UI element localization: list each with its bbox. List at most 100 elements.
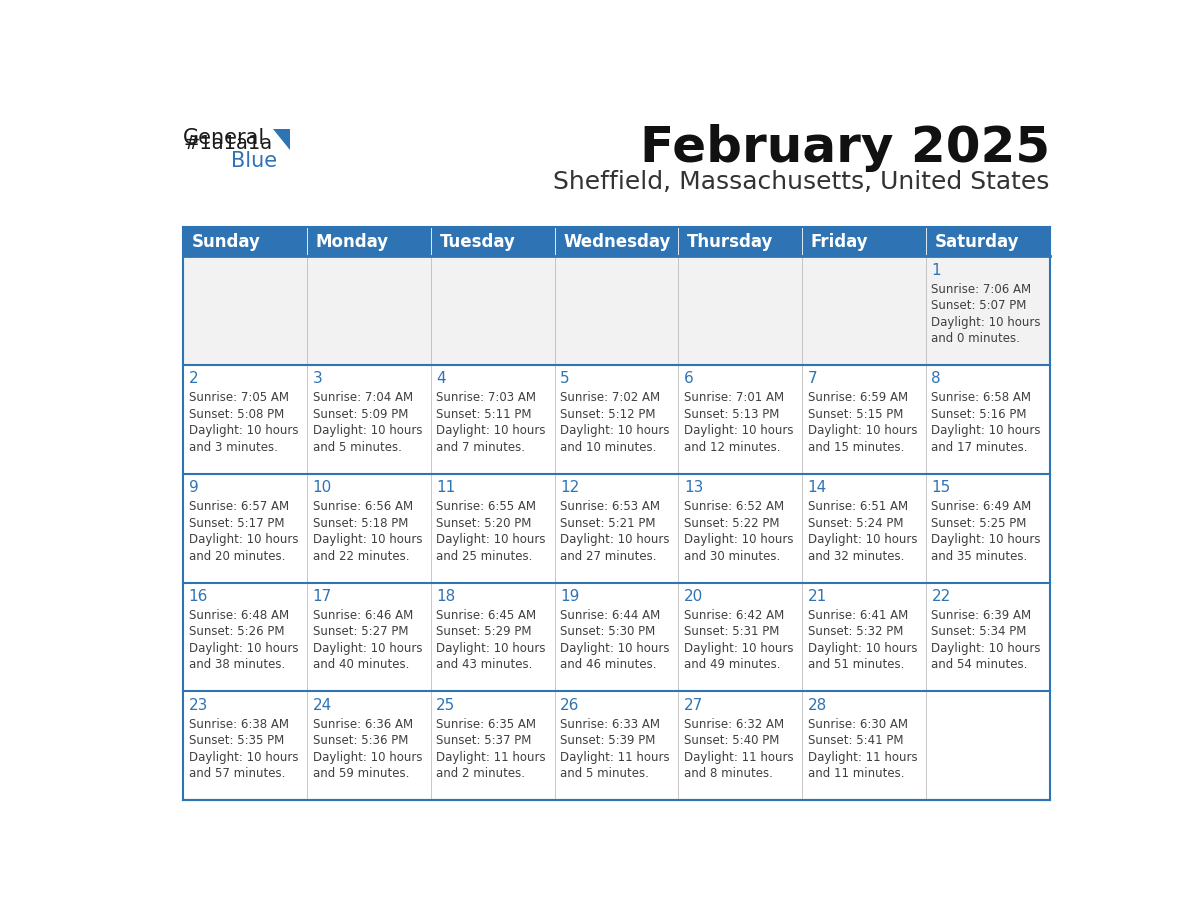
- Text: Sunrise: 7:01 AM
Sunset: 5:13 PM
Daylight: 10 hours
and 12 minutes.: Sunrise: 7:01 AM Sunset: 5:13 PM Dayligh…: [684, 391, 794, 453]
- Text: 2: 2: [189, 372, 198, 386]
- Text: 16: 16: [189, 588, 208, 604]
- Bar: [431, 691, 555, 800]
- Text: 20: 20: [684, 588, 703, 604]
- Bar: [927, 474, 1050, 583]
- Text: 18: 18: [436, 588, 456, 604]
- Text: Sunrise: 6:52 AM
Sunset: 5:22 PM
Daylight: 10 hours
and 30 minutes.: Sunrise: 6:52 AM Sunset: 5:22 PM Dayligh…: [684, 500, 794, 563]
- Text: 19: 19: [560, 588, 580, 604]
- Bar: [308, 583, 431, 691]
- Bar: [678, 583, 802, 691]
- Text: 25: 25: [436, 698, 456, 712]
- Text: 11: 11: [436, 480, 456, 495]
- Text: 21: 21: [808, 588, 827, 604]
- Bar: [802, 365, 927, 474]
- Text: Sunrise: 7:04 AM
Sunset: 5:09 PM
Daylight: 10 hours
and 5 minutes.: Sunrise: 7:04 AM Sunset: 5:09 PM Dayligh…: [312, 391, 422, 453]
- Text: 8: 8: [931, 372, 941, 386]
- Text: Sunrise: 6:58 AM
Sunset: 5:16 PM
Daylight: 10 hours
and 17 minutes.: Sunrise: 6:58 AM Sunset: 5:16 PM Dayligh…: [931, 391, 1041, 453]
- Bar: [308, 227, 431, 256]
- Text: Sunrise: 6:59 AM
Sunset: 5:15 PM
Daylight: 10 hours
and 15 minutes.: Sunrise: 6:59 AM Sunset: 5:15 PM Dayligh…: [808, 391, 917, 453]
- Bar: [678, 227, 802, 256]
- Text: 24: 24: [312, 698, 331, 712]
- Bar: [308, 474, 431, 583]
- Bar: [308, 256, 431, 365]
- Text: Sunrise: 6:53 AM
Sunset: 5:21 PM
Daylight: 10 hours
and 27 minutes.: Sunrise: 6:53 AM Sunset: 5:21 PM Dayligh…: [560, 500, 670, 563]
- Text: 27: 27: [684, 698, 703, 712]
- Text: 6: 6: [684, 372, 694, 386]
- Bar: [802, 227, 927, 256]
- Bar: [431, 365, 555, 474]
- Text: Sunrise: 6:35 AM
Sunset: 5:37 PM
Daylight: 11 hours
and 2 minutes.: Sunrise: 6:35 AM Sunset: 5:37 PM Dayligh…: [436, 718, 546, 780]
- Bar: [555, 691, 678, 800]
- Bar: [555, 474, 678, 583]
- Bar: [802, 691, 927, 800]
- Bar: [183, 691, 308, 800]
- Bar: [802, 583, 927, 691]
- Bar: [183, 256, 308, 365]
- Text: Sunrise: 7:05 AM
Sunset: 5:08 PM
Daylight: 10 hours
and 3 minutes.: Sunrise: 7:05 AM Sunset: 5:08 PM Dayligh…: [189, 391, 298, 453]
- Bar: [183, 227, 308, 256]
- Text: Sunrise: 6:46 AM
Sunset: 5:27 PM
Daylight: 10 hours
and 40 minutes.: Sunrise: 6:46 AM Sunset: 5:27 PM Dayligh…: [312, 609, 422, 671]
- Bar: [308, 691, 431, 800]
- Bar: [678, 474, 802, 583]
- Bar: [431, 256, 555, 365]
- Text: Sunrise: 6:41 AM
Sunset: 5:32 PM
Daylight: 10 hours
and 51 minutes.: Sunrise: 6:41 AM Sunset: 5:32 PM Dayligh…: [808, 609, 917, 671]
- Text: 10: 10: [312, 480, 331, 495]
- Text: 15: 15: [931, 480, 950, 495]
- Text: 13: 13: [684, 480, 703, 495]
- Bar: [555, 256, 678, 365]
- Bar: [555, 365, 678, 474]
- Text: Friday: Friday: [811, 233, 868, 251]
- Text: 12: 12: [560, 480, 580, 495]
- Text: Sunrise: 6:49 AM
Sunset: 5:25 PM
Daylight: 10 hours
and 35 minutes.: Sunrise: 6:49 AM Sunset: 5:25 PM Dayligh…: [931, 500, 1041, 563]
- Text: Sunrise: 7:02 AM
Sunset: 5:12 PM
Daylight: 10 hours
and 10 minutes.: Sunrise: 7:02 AM Sunset: 5:12 PM Dayligh…: [560, 391, 670, 453]
- Bar: [678, 691, 802, 800]
- Text: Sunrise: 6:51 AM
Sunset: 5:24 PM
Daylight: 10 hours
and 32 minutes.: Sunrise: 6:51 AM Sunset: 5:24 PM Dayligh…: [808, 500, 917, 563]
- Text: Sunrise: 6:39 AM
Sunset: 5:34 PM
Daylight: 10 hours
and 54 minutes.: Sunrise: 6:39 AM Sunset: 5:34 PM Dayligh…: [931, 609, 1041, 671]
- Bar: [431, 227, 555, 256]
- Text: Sunrise: 7:03 AM
Sunset: 5:11 PM
Daylight: 10 hours
and 7 minutes.: Sunrise: 7:03 AM Sunset: 5:11 PM Dayligh…: [436, 391, 545, 453]
- Text: February 2025: February 2025: [639, 124, 1050, 172]
- Bar: [678, 256, 802, 365]
- Text: Sunrise: 6:32 AM
Sunset: 5:40 PM
Daylight: 11 hours
and 8 minutes.: Sunrise: 6:32 AM Sunset: 5:40 PM Dayligh…: [684, 718, 794, 780]
- Text: Sunrise: 6:45 AM
Sunset: 5:29 PM
Daylight: 10 hours
and 43 minutes.: Sunrise: 6:45 AM Sunset: 5:29 PM Dayligh…: [436, 609, 545, 671]
- Text: Wednesday: Wednesday: [563, 233, 671, 251]
- Text: 14: 14: [808, 480, 827, 495]
- Text: 1: 1: [931, 263, 941, 277]
- Text: 26: 26: [560, 698, 580, 712]
- Bar: [555, 583, 678, 691]
- Bar: [183, 474, 308, 583]
- Bar: [927, 365, 1050, 474]
- Bar: [555, 227, 678, 256]
- Text: 22: 22: [931, 588, 950, 604]
- Text: Monday: Monday: [316, 233, 388, 251]
- Bar: [802, 474, 927, 583]
- Text: Sunrise: 6:48 AM
Sunset: 5:26 PM
Daylight: 10 hours
and 38 minutes.: Sunrise: 6:48 AM Sunset: 5:26 PM Dayligh…: [189, 609, 298, 671]
- Text: 17: 17: [312, 588, 331, 604]
- Text: Sunrise: 6:56 AM
Sunset: 5:18 PM
Daylight: 10 hours
and 22 minutes.: Sunrise: 6:56 AM Sunset: 5:18 PM Dayligh…: [312, 500, 422, 563]
- Text: Sunrise: 6:33 AM
Sunset: 5:39 PM
Daylight: 11 hours
and 5 minutes.: Sunrise: 6:33 AM Sunset: 5:39 PM Dayligh…: [560, 718, 670, 780]
- Bar: [431, 474, 555, 583]
- Text: Sunrise: 6:42 AM
Sunset: 5:31 PM
Daylight: 10 hours
and 49 minutes.: Sunrise: 6:42 AM Sunset: 5:31 PM Dayligh…: [684, 609, 794, 671]
- Text: 9: 9: [189, 480, 198, 495]
- Text: Sunrise: 7:06 AM
Sunset: 5:07 PM
Daylight: 10 hours
and 0 minutes.: Sunrise: 7:06 AM Sunset: 5:07 PM Dayligh…: [931, 283, 1041, 345]
- Text: Sheffield, Massachusetts, United States: Sheffield, Massachusetts, United States: [554, 170, 1050, 195]
- Text: 7: 7: [808, 372, 817, 386]
- Text: Thursday: Thursday: [687, 233, 773, 251]
- Text: Sunrise: 6:30 AM
Sunset: 5:41 PM
Daylight: 11 hours
and 11 minutes.: Sunrise: 6:30 AM Sunset: 5:41 PM Dayligh…: [808, 718, 917, 780]
- Bar: [678, 365, 802, 474]
- Text: Blue: Blue: [232, 151, 278, 171]
- Bar: [927, 691, 1050, 800]
- Text: 23: 23: [189, 698, 208, 712]
- Text: 5: 5: [560, 372, 570, 386]
- Text: 3: 3: [312, 372, 322, 386]
- Polygon shape: [272, 129, 290, 151]
- Text: #1a1a1a: #1a1a1a: [183, 134, 272, 153]
- Text: Saturday: Saturday: [935, 233, 1019, 251]
- Text: Sunrise: 6:38 AM
Sunset: 5:35 PM
Daylight: 10 hours
and 57 minutes.: Sunrise: 6:38 AM Sunset: 5:35 PM Dayligh…: [189, 718, 298, 780]
- Text: Tuesday: Tuesday: [440, 233, 516, 251]
- Bar: [927, 583, 1050, 691]
- Bar: [927, 256, 1050, 365]
- Text: Sunrise: 6:36 AM
Sunset: 5:36 PM
Daylight: 10 hours
and 59 minutes.: Sunrise: 6:36 AM Sunset: 5:36 PM Dayligh…: [312, 718, 422, 780]
- Text: Sunrise: 6:55 AM
Sunset: 5:20 PM
Daylight: 10 hours
and 25 minutes.: Sunrise: 6:55 AM Sunset: 5:20 PM Dayligh…: [436, 500, 545, 563]
- Text: General: General: [183, 128, 266, 148]
